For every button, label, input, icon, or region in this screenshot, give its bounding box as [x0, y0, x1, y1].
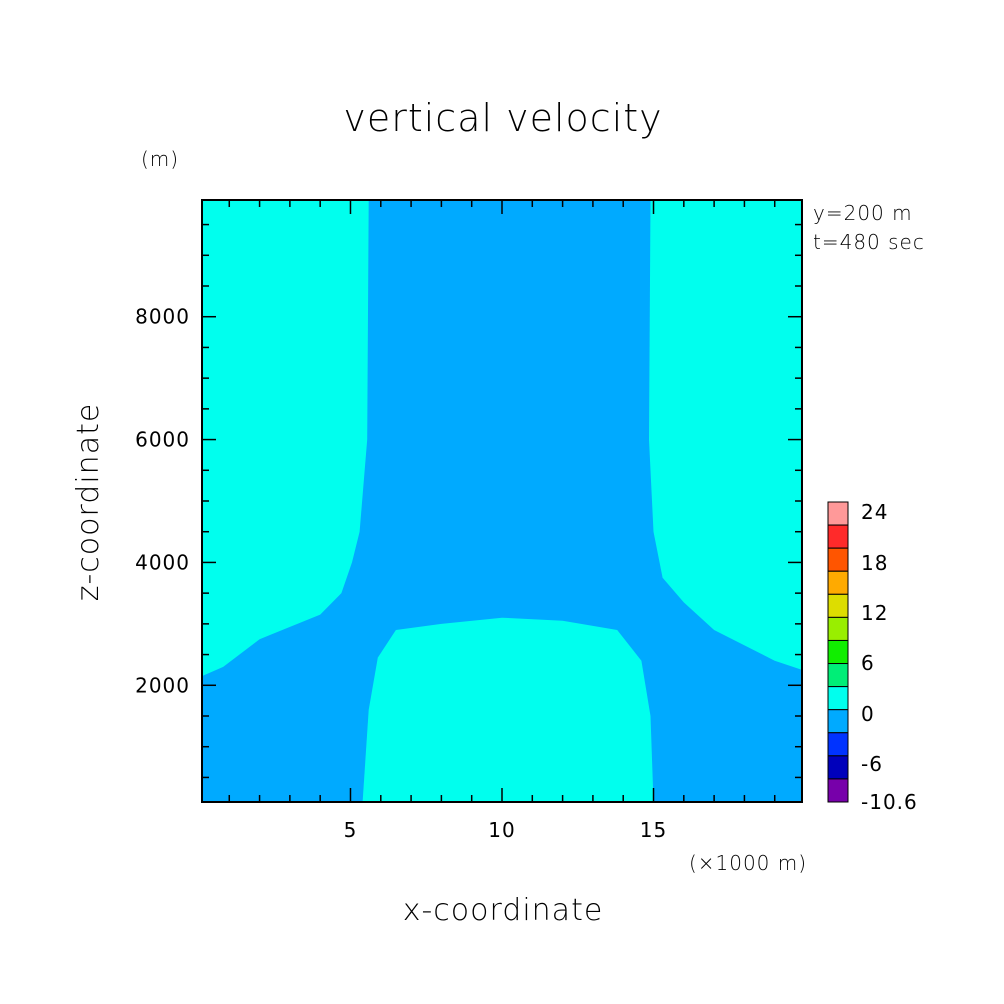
colorbar-swatch: [827, 570, 849, 595]
colorbar-swatch: [827, 732, 849, 757]
plot-area: [202, 200, 802, 802]
colorbar-swatch: [827, 663, 849, 688]
x-tick-label: 15: [640, 818, 667, 842]
chart-title: vertical velocity: [343, 96, 662, 140]
y-tick-label: 2000: [135, 673, 190, 697]
colorbar-label: -6: [861, 752, 883, 776]
contour-region-right-upper-positive: [649, 200, 802, 670]
annotation-y: y=200 m: [813, 201, 913, 225]
y-tick-label: 4000: [135, 550, 190, 574]
y-unit-label: (m): [141, 147, 179, 171]
contour-region-lower-center-positive: [362, 617, 654, 802]
x-axis-title: x-coordinate: [403, 893, 604, 928]
y-tick-label: 6000: [135, 428, 190, 452]
contour-region-left-upper-positive: [202, 200, 369, 677]
y-axis-title: z-coordinate: [71, 403, 106, 602]
annotation-t: t=480 sec: [813, 230, 925, 254]
colorbar-label: 12: [861, 601, 888, 625]
axes: 5 10 15 2000 4000 6000 8000: [135, 199, 803, 842]
colorbar-label: 6: [861, 651, 875, 675]
colorbar-swatch: [827, 755, 849, 780]
colorbar-label: 24: [861, 500, 888, 524]
colorbar-swatch: [827, 616, 849, 641]
colorbar-swatch: [827, 778, 849, 803]
colorbar-swatch: [827, 501, 849, 526]
colorbar-swatch: [827, 593, 849, 618]
colorbar-swatch: [827, 547, 849, 572]
colorbar-swatch: [827, 524, 849, 549]
x-tick-label: 5: [344, 818, 358, 842]
colorbar-swatch: [827, 709, 849, 734]
colorbar: 24 18 12 6 0 -6 -10.6: [827, 500, 918, 814]
colorbar-swatch: [827, 639, 849, 665]
colorbar-label: -10.6: [861, 790, 918, 814]
colorbar-label: 0: [861, 702, 875, 726]
x-unit-label: (×1000 m): [689, 851, 807, 875]
colorbar-swatch: [827, 686, 849, 711]
x-tick-label: 10: [488, 818, 515, 842]
colorbar-label: 18: [861, 551, 888, 575]
y-tick-label: 8000: [135, 305, 190, 329]
